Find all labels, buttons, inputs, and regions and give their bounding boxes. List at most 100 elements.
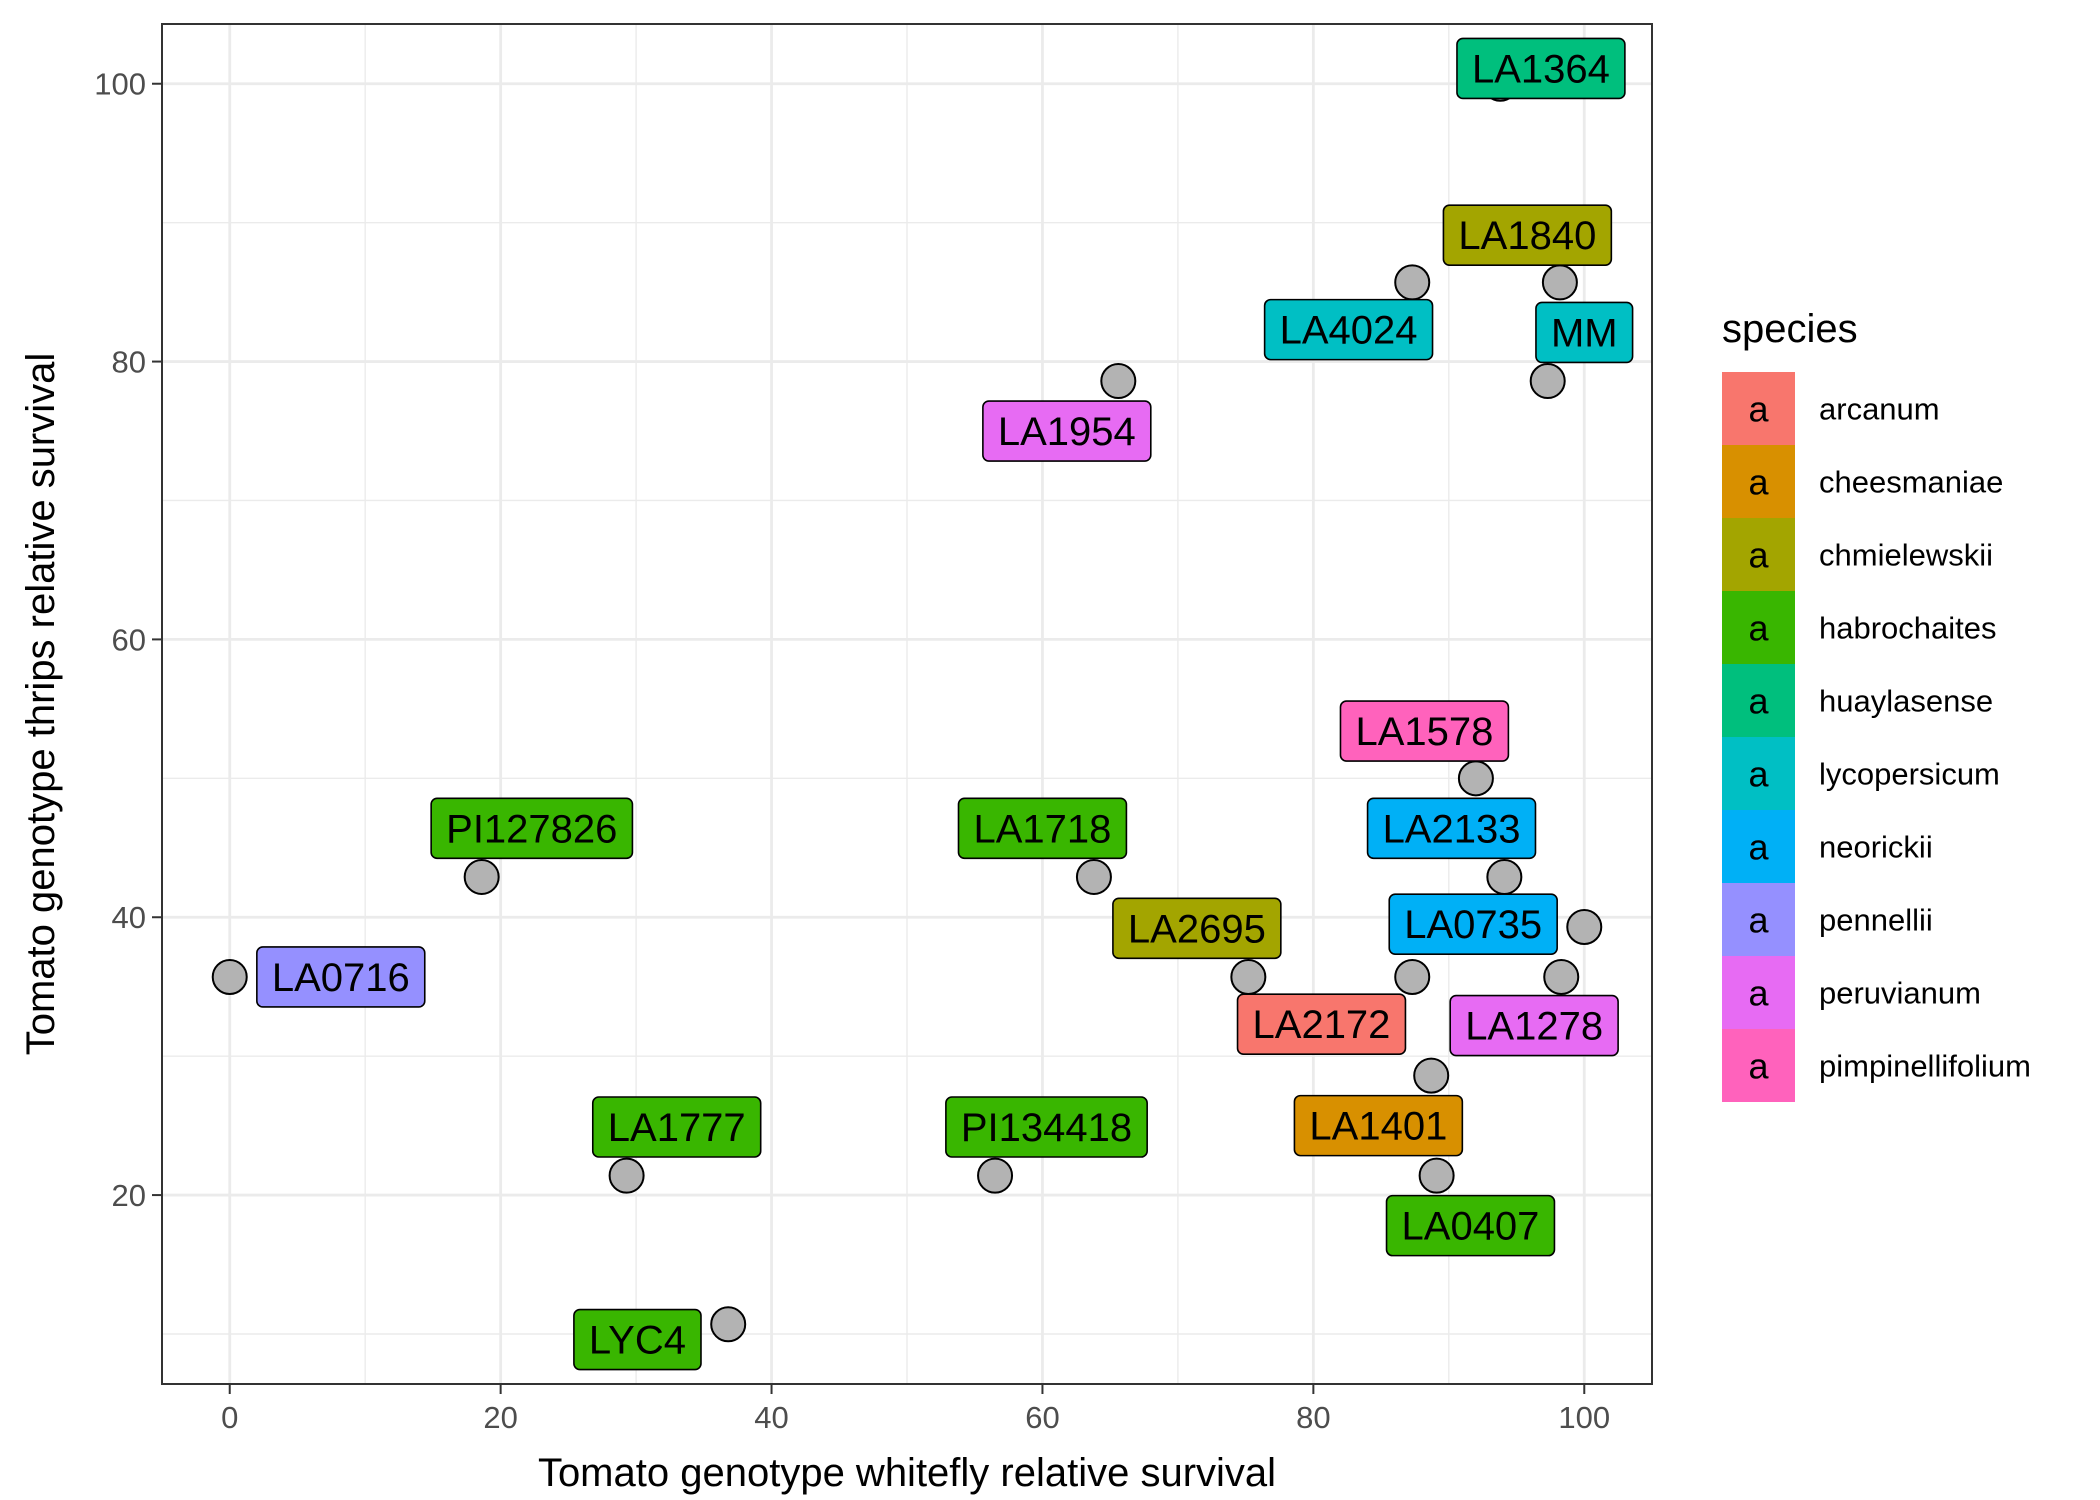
point-LA1278 xyxy=(1543,958,1580,995)
point-LA1401 xyxy=(1418,1157,1455,1194)
y-tick-label: 60 xyxy=(112,622,146,657)
label-box xyxy=(1449,994,1619,1057)
legend-key xyxy=(1722,664,1795,737)
label-LA1364: LA1364 xyxy=(1456,37,1626,100)
label-LA1840: LA1840 xyxy=(1442,204,1613,266)
label-text: PI127826 xyxy=(446,807,617,851)
x-tick-label: 100 xyxy=(1558,1400,1610,1435)
panel-border xyxy=(161,23,1653,1385)
label-text: LA2172 xyxy=(1253,1003,1391,1047)
label-LA1777: LA1777 xyxy=(591,1096,762,1158)
point-PI134418 xyxy=(977,1157,1014,1194)
point-LA1954 xyxy=(1100,363,1137,400)
axes: 0 20 40 60 80 100 20 40 60 80 100 xyxy=(94,67,1610,1435)
label-box xyxy=(1385,1194,1556,1257)
label-box xyxy=(573,1308,702,1371)
x-tick-label: 20 xyxy=(483,1400,517,1435)
legend-key xyxy=(1722,591,1795,664)
legend-label: habrochaites xyxy=(1819,611,1997,646)
label-box xyxy=(1236,993,1407,1056)
legend-label: pimpinellifolium xyxy=(1819,1049,2031,1084)
legend-key-glyph: a xyxy=(1748,900,1769,941)
x-tick-label: 0 xyxy=(221,1400,238,1435)
label-box xyxy=(1442,204,1613,266)
label-box xyxy=(256,946,426,1008)
legend-key xyxy=(1722,1029,1795,1102)
legend-key xyxy=(1722,737,1795,810)
legend-key-glyph: a xyxy=(1748,608,1769,649)
legend-label: lycopersicum xyxy=(1819,757,2000,792)
label-PI134418: PI134418 xyxy=(945,1096,1148,1158)
label-LA0407: LA0407 xyxy=(1385,1194,1556,1257)
legend-items: a arcanum a cheesmaniae a chmielewskii a habroc… xyxy=(1722,372,2031,1102)
label-text: LA1840 xyxy=(1458,214,1596,258)
point-LYC4 xyxy=(710,1306,747,1343)
legend-item-habrochaites: a habrochaites xyxy=(1722,591,1997,664)
label-LA1578: LA1578 xyxy=(1339,700,1510,762)
legend-key xyxy=(1722,883,1795,956)
point-LA2695 xyxy=(1230,958,1267,995)
label-text: LYC4 xyxy=(589,1319,686,1363)
point-labels: LA1364 LA1840 LA4024 MM LA1954 LA1578 LA2133 LA… xyxy=(256,37,1634,1371)
legend-item-pennellii: a pennellii xyxy=(1722,883,1933,956)
label-text: LA1364 xyxy=(1472,47,1610,91)
legend-label: huaylasense xyxy=(1819,684,1993,719)
legend-item-pimpinellifolium: a pimpinellifolium xyxy=(1722,1029,2031,1102)
point-LA0735 xyxy=(1394,958,1431,995)
point-LA4024 xyxy=(1394,264,1431,301)
y-tick-label: 100 xyxy=(94,67,146,102)
label-box xyxy=(1293,1094,1464,1157)
legend-key-glyph: a xyxy=(1748,827,1769,868)
point-MM xyxy=(1529,363,1566,400)
label-LA2695: LA2695 xyxy=(1112,897,1282,960)
point-LA1578 xyxy=(1457,760,1494,797)
label-text: LA0735 xyxy=(1404,903,1542,947)
label-text: LA1954 xyxy=(998,410,1136,454)
legend-item-chmielewskii: a chmielewskii xyxy=(1722,518,1993,591)
legend-label: neorickii xyxy=(1819,830,1933,865)
label-text: LA1777 xyxy=(608,1106,746,1150)
label-box xyxy=(1339,700,1510,762)
label-box xyxy=(1456,37,1626,100)
label-LA2133: LA2133 xyxy=(1366,797,1537,860)
legend-key xyxy=(1722,518,1795,591)
label-text: MM xyxy=(1551,311,1618,355)
x-tick-label: 80 xyxy=(1296,1400,1330,1435)
x-axis-title: Tomato genotype whitefly relative surviv… xyxy=(538,1451,1276,1495)
point-LA2172 xyxy=(1413,1057,1450,1094)
y-axis-title: Tomato genotype thrips relative survival xyxy=(19,353,63,1056)
label-LA1278: LA1278 xyxy=(1449,994,1619,1057)
legend-key xyxy=(1722,372,1795,445)
legend-key-glyph: a xyxy=(1748,754,1769,795)
label-LA1718: LA1718 xyxy=(957,797,1128,860)
y-tick-label: 80 xyxy=(112,345,146,380)
label-LA0716: LA0716 xyxy=(256,946,426,1008)
legend-item-peruvianum: a peruvianum xyxy=(1722,956,1981,1029)
label-text: LA2695 xyxy=(1128,907,1266,951)
x-tick-label: 40 xyxy=(754,1400,788,1435)
label-LA1954: LA1954 xyxy=(982,400,1152,462)
legend-key-glyph: a xyxy=(1748,535,1769,576)
label-box xyxy=(1366,797,1537,860)
label-box xyxy=(1535,301,1634,364)
legend-key xyxy=(1722,810,1795,883)
legend-item-cheesmaniae: a cheesmaniae xyxy=(1722,445,2003,518)
label-PI127826: PI127826 xyxy=(430,797,634,860)
legend-key xyxy=(1722,445,1795,518)
point-LA2133 xyxy=(1486,858,1523,895)
point-LA1840 xyxy=(1541,264,1578,301)
grid-lines xyxy=(162,24,1652,1384)
label-box xyxy=(945,1096,1148,1158)
label-box xyxy=(1388,893,1558,955)
legend-label: arcanum xyxy=(1819,392,1940,427)
label-text: LA1718 xyxy=(973,807,1111,851)
x-tick-label: 60 xyxy=(1025,1400,1059,1435)
label-text: PI134418 xyxy=(961,1106,1132,1150)
legend-key-glyph: a xyxy=(1748,462,1769,503)
legend-item-neorickii: a neorickii xyxy=(1722,810,1933,883)
legend-label: peruvianum xyxy=(1819,976,1981,1011)
point-LA1777 xyxy=(608,1157,645,1194)
legend-item-lycopersicum: a lycopersicum xyxy=(1722,737,2000,810)
label-text: LA2133 xyxy=(1383,807,1521,851)
